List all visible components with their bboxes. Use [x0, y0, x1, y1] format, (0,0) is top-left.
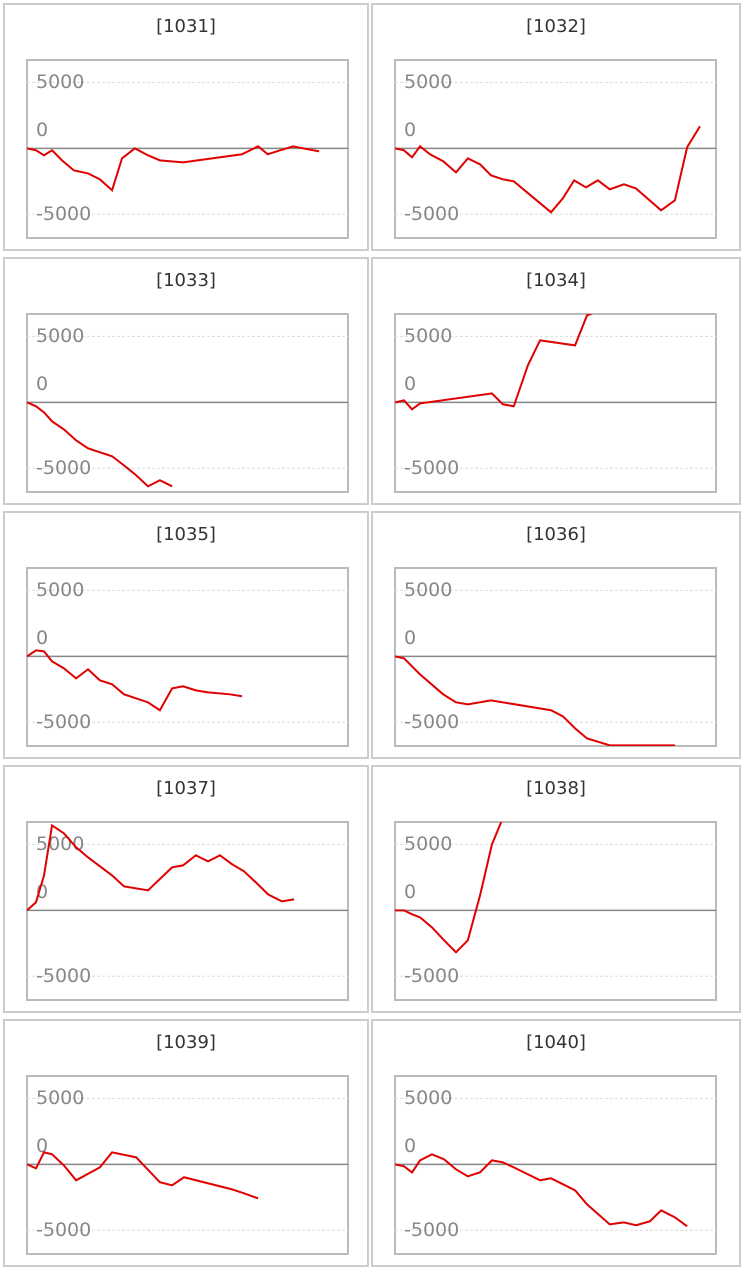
y-tick-label: 5000 [36, 579, 84, 601]
chart-title: [1039] [156, 1032, 216, 1053]
y-tick-label: 0 [404, 881, 416, 903]
panel-frame [371, 511, 741, 759]
panel-frame [3, 257, 369, 505]
panel-frame [3, 511, 369, 759]
y-tick-label: 5000 [36, 325, 84, 347]
y-tick-label: 5000 [404, 325, 452, 347]
data-line [27, 823, 295, 912]
chart-panel: [1034] 5000 0 -5000 [371, 257, 741, 505]
y-tick-label: -5000 [404, 203, 459, 225]
chart-panel: [1031] 5000 0 -5000 [3, 3, 369, 251]
data-line [395, 1153, 688, 1228]
panel-frame [3, 765, 369, 1013]
data-line [395, 822, 503, 954]
y-tick-label: 0 [404, 1135, 416, 1157]
panel-frame [3, 3, 369, 251]
chart-title: [1031] [156, 16, 216, 37]
chart-panel: [1035] 5000 0 -5000 [3, 511, 369, 759]
y-tick-label: -5000 [36, 457, 91, 479]
data-line [395, 125, 701, 214]
chart-panel: [1037] 5000 0 -5000 [3, 765, 369, 1013]
y-tick-label: 5000 [404, 833, 452, 855]
y-tick-label: 0 [36, 881, 48, 903]
data-line [27, 649, 243, 712]
panel-frame [371, 1019, 741, 1267]
chart-panel: [1033] 5000 0 -5000 [3, 257, 369, 505]
y-tick-label: 0 [36, 627, 48, 649]
y-tick-label: 0 [36, 119, 48, 141]
y-tick-label: -5000 [36, 711, 91, 733]
chart-title: [1032] [526, 16, 586, 37]
y-tick-label: 0 [36, 373, 48, 395]
y-tick-label: -5000 [404, 1219, 459, 1241]
chart-title: [1037] [156, 778, 216, 799]
chart-panel: [1039] 5000 0 -5000 [3, 1019, 369, 1267]
y-tick-label: -5000 [36, 965, 91, 987]
panel-frame [371, 765, 741, 1013]
y-tick-label: 0 [36, 1135, 48, 1157]
data-line [27, 401, 173, 488]
y-tick-label: 0 [404, 627, 416, 649]
y-tick-label: 5000 [36, 71, 84, 93]
chart-title: [1038] [526, 778, 586, 799]
y-tick-label: 0 [404, 119, 416, 141]
panel-frame [371, 257, 741, 505]
y-tick-label: 5000 [404, 1087, 452, 1109]
chart-panel: [1032] 5000 0 -5000 [371, 3, 741, 251]
chart-title: [1033] [156, 270, 216, 291]
chart-panel: [1040] 5000 0 -5000 [371, 1019, 741, 1267]
chart-title: [1035] [156, 524, 216, 545]
chart-title: [1034] [526, 270, 586, 291]
data-line [27, 145, 320, 193]
y-tick-label: -5000 [36, 203, 91, 225]
panel-frame [3, 1019, 369, 1267]
y-tick-label: -5000 [404, 965, 459, 987]
data-line [27, 1151, 259, 1200]
y-tick-label: 0 [404, 373, 416, 395]
y-tick-label: -5000 [404, 711, 459, 733]
y-tick-label: -5000 [404, 457, 459, 479]
chart-title: [1040] [526, 1032, 586, 1053]
data-line [395, 314, 594, 411]
chart-title: [1036] [526, 524, 586, 545]
y-tick-label: 5000 [36, 833, 84, 855]
y-tick-label: 5000 [404, 579, 452, 601]
chart-panel: [1036] 5000 0 -5000 [371, 511, 741, 759]
y-tick-label: -5000 [36, 1219, 91, 1241]
y-tick-label: 5000 [404, 71, 452, 93]
chart-panel: [1038] 5000 0 -5000 [371, 765, 741, 1013]
panel-frame [371, 3, 741, 251]
y-tick-label: 5000 [36, 1087, 84, 1109]
data-line [395, 655, 675, 746]
